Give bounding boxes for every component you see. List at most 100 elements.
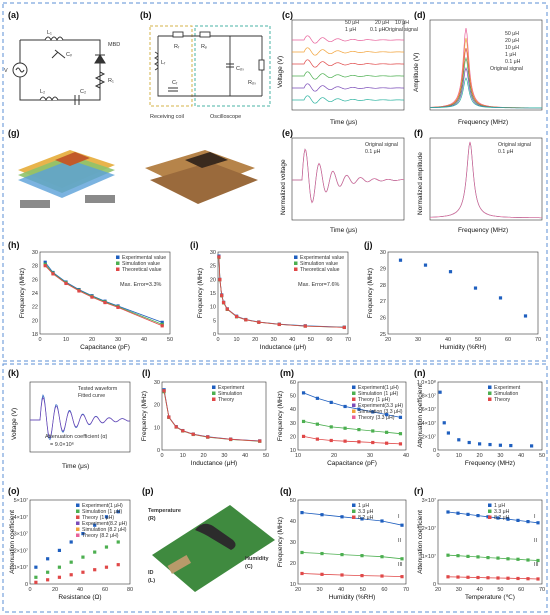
x-tick-label: 30 bbox=[497, 453, 503, 459]
data-point bbox=[478, 442, 482, 446]
data-point bbox=[116, 540, 120, 544]
data-point bbox=[371, 440, 375, 445]
legend-item: Simulation bbox=[494, 391, 518, 397]
legend-item: Theory (1 μH) bbox=[82, 515, 114, 521]
group-label: I bbox=[534, 514, 536, 520]
y-tick-label: 0 bbox=[25, 582, 28, 588]
group-label: II bbox=[534, 538, 538, 544]
series-line bbox=[301, 573, 403, 577]
x-axis-label: Capacitance (pF) bbox=[327, 460, 377, 467]
legend-item: Experiment(3.3 μH) bbox=[358, 403, 403, 409]
panel-p: Temperature (R) Humidity (C) ID (L) bbox=[148, 505, 275, 592]
plot-frame bbox=[387, 251, 539, 335]
id-label: ID bbox=[148, 570, 154, 576]
data-point bbox=[220, 293, 224, 298]
legend-item: Tested waveform bbox=[78, 386, 117, 392]
legend-swatch bbox=[352, 391, 356, 395]
panel-a: (a) L₁ Cᵥ MBD L₂ C₂ R₁ V bbox=[4, 10, 120, 105]
x-tick-label: 20 bbox=[385, 337, 391, 343]
panel-d-ylabel: Amplitude (V) bbox=[413, 53, 420, 92]
y-tick-label: 25 bbox=[380, 332, 386, 338]
legend-swatch bbox=[212, 385, 216, 389]
data-point bbox=[116, 563, 120, 567]
legend-item: 8.2 μH bbox=[358, 515, 374, 521]
waveform-series bbox=[292, 35, 405, 44]
data-point bbox=[69, 573, 73, 577]
panel-k: Time (μs) Voltage (V) Tested waveform Fi… bbox=[11, 381, 131, 470]
x-tick-label: 60 bbox=[102, 587, 108, 593]
data-point bbox=[64, 281, 68, 286]
data-point bbox=[456, 511, 460, 515]
legend-item: Theoretical value bbox=[300, 267, 340, 273]
data-point bbox=[329, 425, 333, 429]
plot-frame bbox=[161, 381, 267, 451]
y-axis-label: Attenuation coefficient bbox=[9, 510, 16, 574]
legend-item: Experiment bbox=[218, 385, 245, 391]
data-point bbox=[357, 428, 361, 432]
data-point bbox=[380, 519, 384, 523]
series-line bbox=[447, 576, 539, 580]
data-point bbox=[301, 391, 306, 395]
legend-swatch bbox=[294, 267, 298, 271]
data-point bbox=[476, 575, 480, 580]
normalized-spectrum bbox=[430, 141, 542, 219]
plot-frame bbox=[29, 499, 131, 585]
legend-item: 1 μH bbox=[505, 52, 516, 58]
y-axis-label: Frequency (MHz) bbox=[367, 268, 374, 318]
data-point bbox=[476, 514, 480, 518]
x-tick-label: 40 bbox=[518, 453, 524, 459]
legend-item: Original signal bbox=[498, 142, 531, 148]
panel-o-letter: (o) bbox=[8, 486, 20, 496]
normalized-waveform bbox=[292, 148, 405, 204]
y-tick-label: 40 bbox=[290, 519, 296, 525]
y-tick-label: 0 bbox=[157, 448, 160, 454]
label-L2: L₂ bbox=[40, 89, 45, 95]
group-label: III bbox=[398, 562, 403, 568]
y-tick-label: 25 bbox=[210, 264, 216, 270]
y-tick-label: 28 bbox=[32, 264, 38, 270]
data-point bbox=[457, 438, 461, 442]
legend-item: Experiment bbox=[494, 385, 521, 391]
data-point bbox=[371, 429, 375, 433]
legend-item: Original signal bbox=[365, 142, 398, 148]
data-point bbox=[400, 557, 404, 561]
x-tick-label: 50 bbox=[497, 587, 503, 593]
label-Rp: Rₚ bbox=[201, 44, 208, 50]
data-point bbox=[448, 270, 453, 274]
y-axis-label: Frequency (MHz) bbox=[19, 268, 26, 318]
legend-swatch bbox=[352, 397, 356, 401]
y-tick-label: 30 bbox=[380, 250, 386, 256]
y-tick-label: 0 bbox=[433, 448, 436, 454]
data-point bbox=[167, 415, 171, 419]
panel-q-letter: (q) bbox=[280, 486, 292, 496]
spectrum-series bbox=[430, 37, 543, 109]
y-tick-label: 10 bbox=[210, 305, 216, 311]
data-point bbox=[191, 432, 195, 436]
data-point bbox=[57, 548, 62, 552]
x-tick-label: 10 bbox=[295, 453, 301, 459]
x-tick-label: 40 bbox=[242, 453, 248, 459]
x-tick-label: 20 bbox=[477, 453, 483, 459]
panel-g-letter: (g) bbox=[8, 128, 20, 138]
series-line bbox=[163, 389, 260, 442]
x-tick-label: 50 bbox=[475, 337, 481, 343]
legend-swatch bbox=[352, 515, 356, 519]
legend-item: 20 μH bbox=[505, 38, 519, 44]
panel-c-xlabel: Time (μs) bbox=[330, 119, 357, 126]
series-line bbox=[44, 264, 163, 325]
x-tick-label: 30 bbox=[317, 587, 323, 593]
data-point bbox=[360, 554, 364, 558]
data-point bbox=[467, 440, 471, 445]
legend-swatch bbox=[352, 403, 356, 407]
data-point bbox=[225, 307, 229, 311]
legend-item: Experiment(8.2 μH) bbox=[82, 521, 127, 527]
data-point bbox=[81, 532, 85, 536]
data-point bbox=[43, 264, 47, 268]
legend-item: 8.2 μH bbox=[494, 515, 510, 521]
panel-d-xlabel: Frequency (MHz) bbox=[458, 119, 508, 126]
panel-c: (c) Time (μs) Voltage (V) 50 μH 20 μH 10… bbox=[277, 10, 418, 126]
panel-j-letter: (j) bbox=[364, 240, 373, 250]
data-point bbox=[90, 295, 94, 299]
legend-swatch bbox=[488, 509, 492, 513]
